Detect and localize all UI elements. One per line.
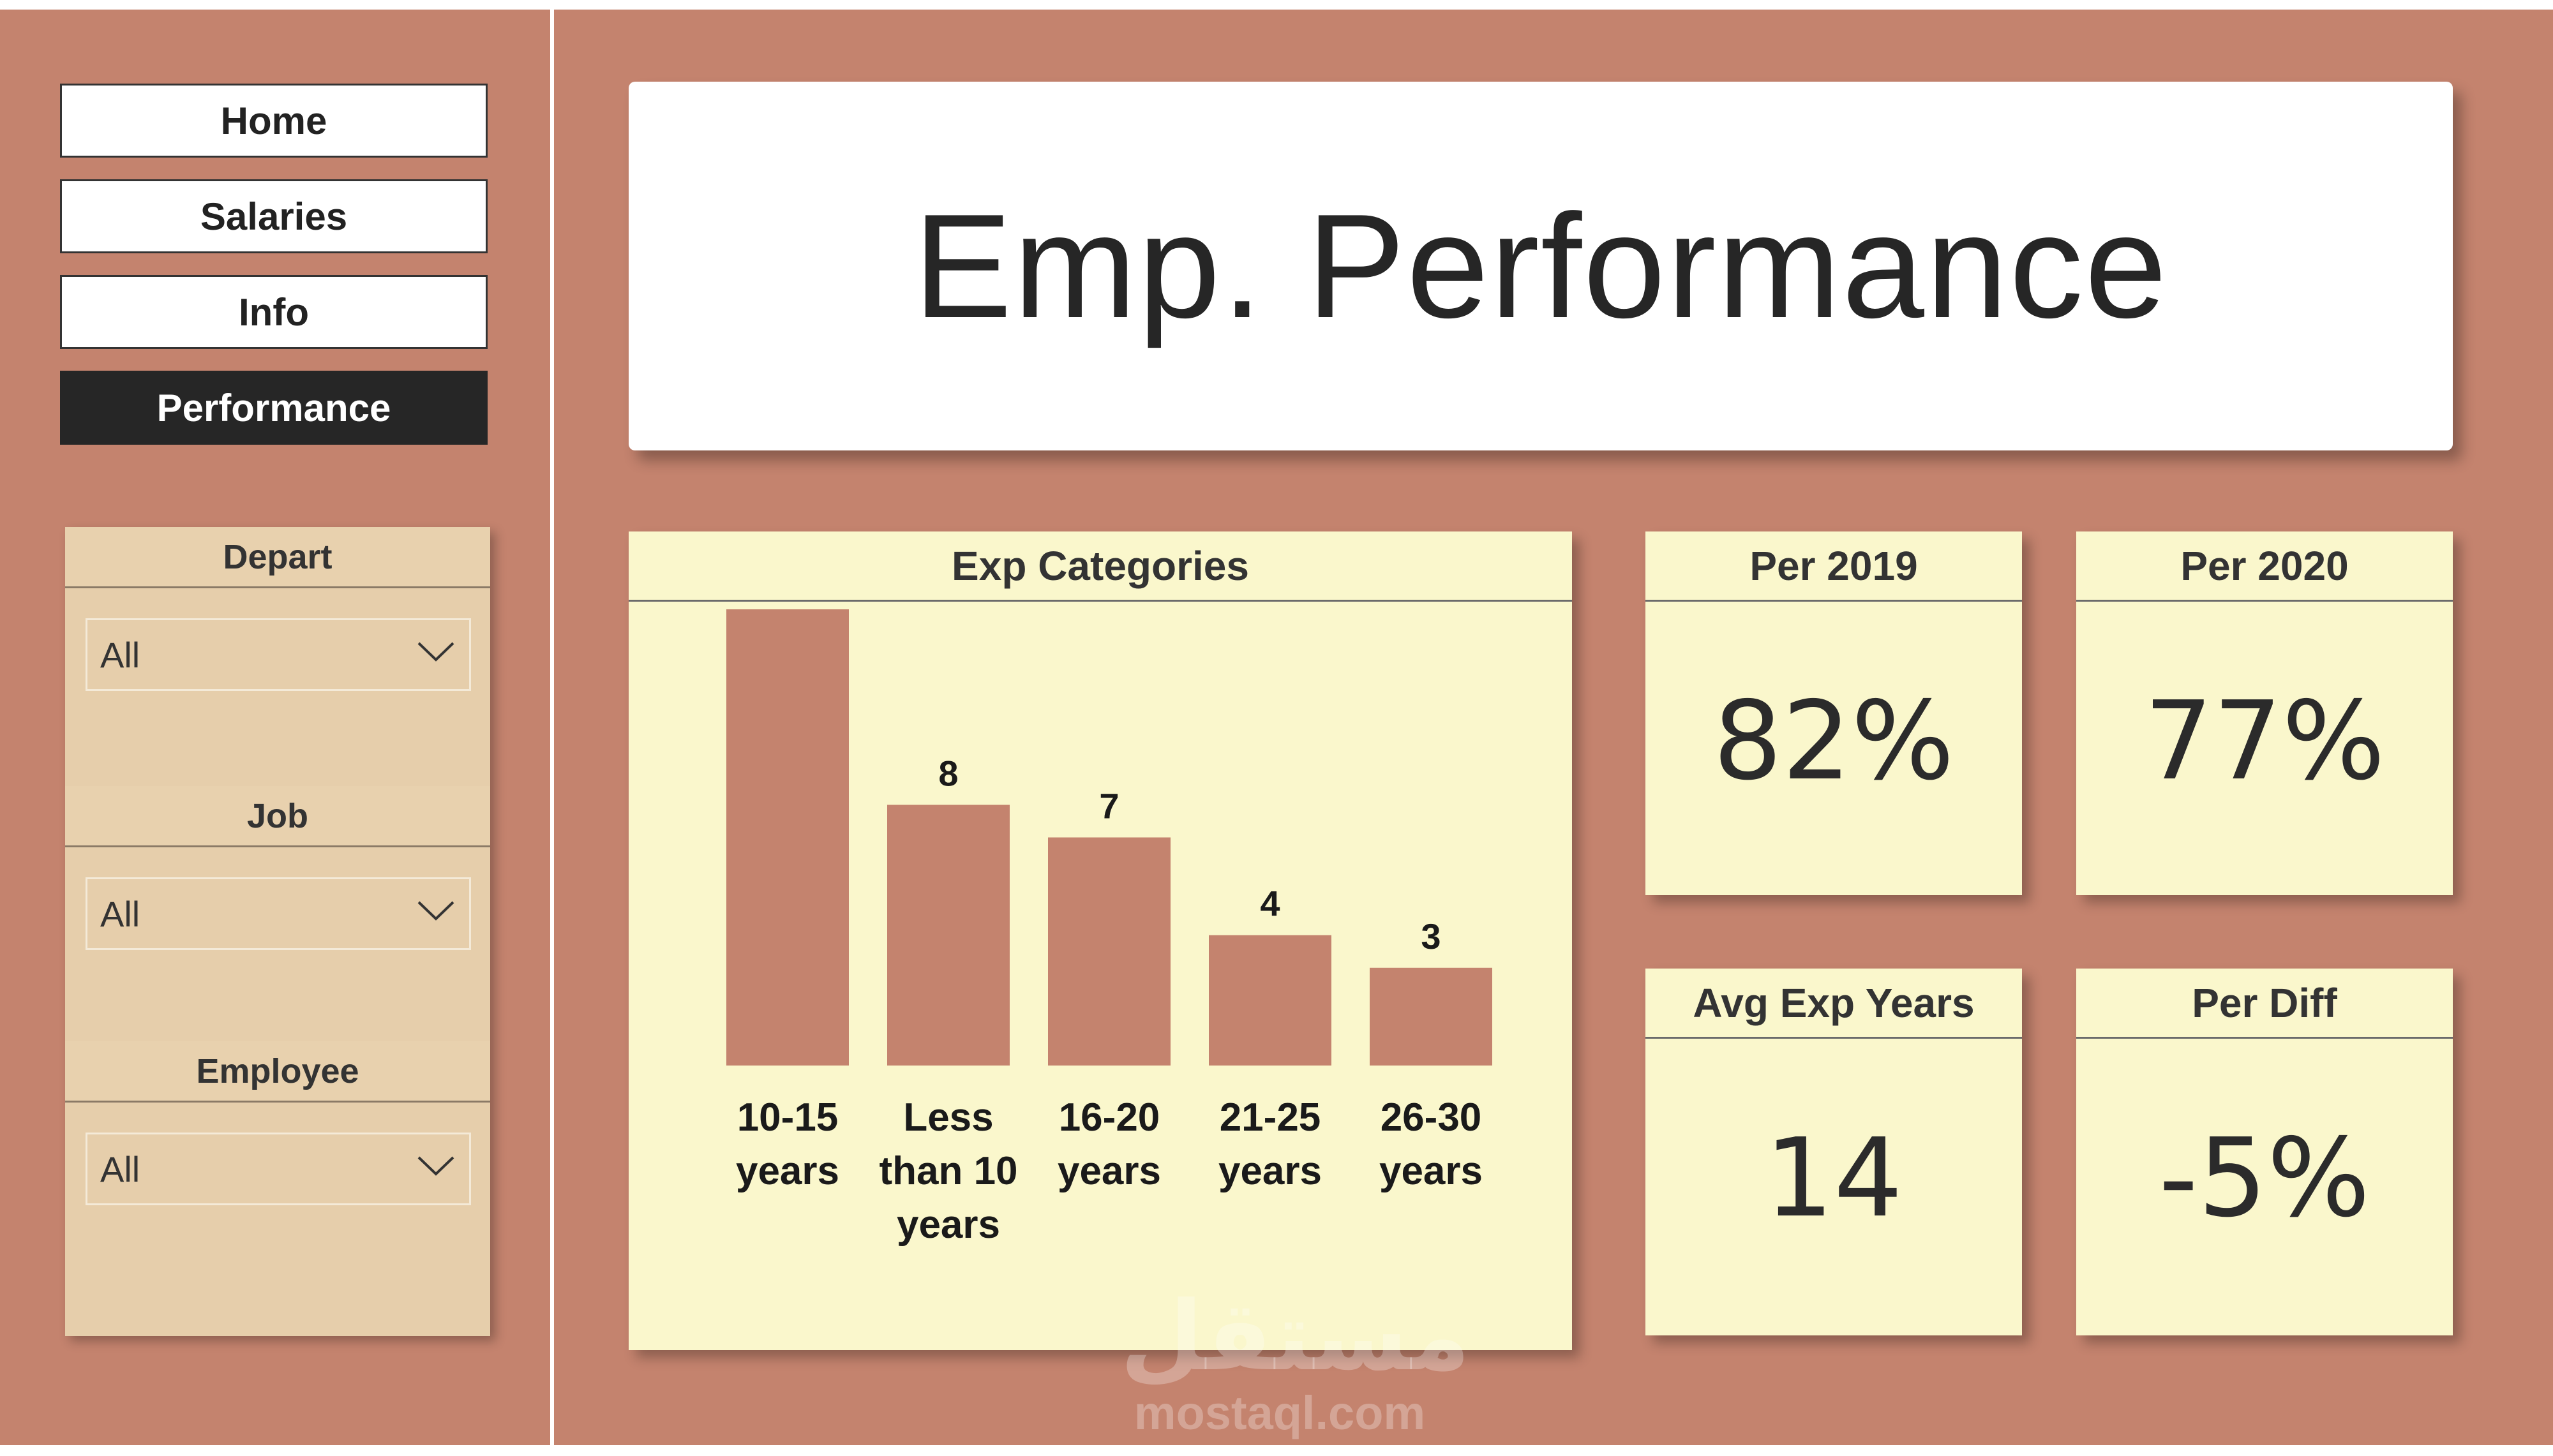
chevron-down-icon <box>417 642 454 662</box>
employee-filter-label: Employee <box>65 1041 490 1103</box>
watermark-arabic: مستقل <box>1120 1281 1471 1392</box>
bar-3[interactable] <box>1209 935 1331 1066</box>
nav-performance-button[interactable]: Performance <box>60 371 488 445</box>
bar-data-label: 4 <box>1260 884 1280 924</box>
bar-data-label: 3 <box>1421 916 1441 956</box>
kpi-card-per-diff: Per Diff -5% <box>2076 969 2453 1335</box>
bar-2[interactable] <box>1048 837 1171 1066</box>
depart-filter-label: Depart <box>65 527 490 588</box>
chevron-down-icon <box>417 1156 454 1176</box>
depart-filter-value: All <box>100 634 140 675</box>
kpi-label: Per 2020 <box>2076 531 2453 602</box>
kpi-card-per-2020: Per 2020 77% <box>2076 531 2453 895</box>
bar-4[interactable] <box>1370 967 1492 1066</box>
job-filter-label: Job <box>65 786 490 847</box>
category-label: 26-30 years <box>1379 1096 1483 1193</box>
chart-title: Exp Categories <box>629 531 1572 602</box>
kpi-label: Per 2019 <box>1645 531 2022 602</box>
chevron-down-icon <box>417 901 454 921</box>
page-title: Emp. Performance <box>913 183 2169 349</box>
kpi-value: 82% <box>1713 678 1954 805</box>
kpi-label: Avg Exp Years <box>1645 969 2022 1039</box>
nav-info-button[interactable]: Info <box>60 275 488 349</box>
kpi-card-avg-exp-years: Avg Exp Years 14 <box>1645 969 2022 1335</box>
filter-panel: Depart All Job All Employee All <box>65 527 490 1336</box>
kpi-value: 14 <box>1764 1115 1903 1242</box>
kpi-value: -5% <box>2159 1115 2370 1242</box>
watermark-logo: مستقل mostaql.com <box>1120 1281 1471 1439</box>
kpi-label: Per Diff <box>2076 969 2453 1039</box>
sidebar-divider <box>550 10 554 1445</box>
job-filter-value: All <box>100 893 140 934</box>
bar-data-label: 7 <box>1099 786 1119 826</box>
job-filter-dropdown[interactable]: All <box>86 877 471 950</box>
page-title-card: Emp. Performance <box>629 82 2453 450</box>
category-label: Less than 10 years <box>879 1096 1017 1247</box>
bar-0[interactable] <box>726 609 849 1066</box>
bar-1[interactable] <box>887 805 1010 1066</box>
employee-filter-dropdown[interactable]: All <box>86 1133 471 1205</box>
dashboard-canvas: Home Salaries Info Performance Depart Al… <box>0 10 2553 1445</box>
category-label: 16-20 years <box>1058 1096 1161 1193</box>
depart-filter-dropdown[interactable]: All <box>86 618 471 691</box>
kpi-value: 77% <box>2144 678 2385 805</box>
kpi-card-per-2019: Per 2019 82% <box>1645 531 2022 895</box>
category-label: 21-25 years <box>1218 1096 1322 1193</box>
watermark-latin: mostaql.com <box>1134 1386 1426 1439</box>
employee-filter-value: All <box>100 1148 140 1189</box>
bar-data-label: 8 <box>938 753 958 793</box>
nav-salaries-button[interactable]: Salaries <box>60 179 488 253</box>
category-label: 10-15 years <box>736 1096 839 1193</box>
nav-home-button[interactable]: Home <box>60 84 488 158</box>
